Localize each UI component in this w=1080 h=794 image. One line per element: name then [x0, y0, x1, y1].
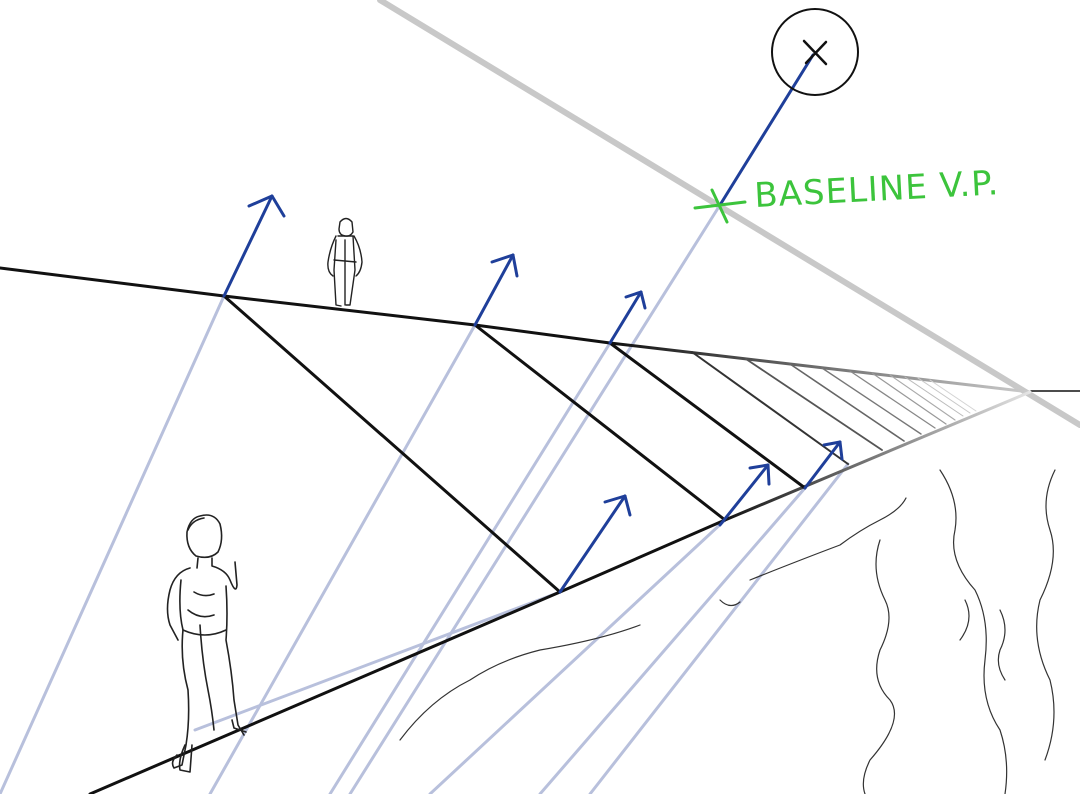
direction-arrows — [222, 53, 844, 594]
arrow-1 — [222, 194, 286, 298]
arrow-2 — [473, 253, 519, 327]
terrain-sketch — [399, 469, 1056, 794]
arrow-main-to-vp — [718, 53, 815, 207]
arrow-5 — [718, 463, 771, 527]
arrow-4 — [558, 494, 632, 594]
circled-x-icon — [771, 8, 859, 96]
arrow-6 — [803, 440, 844, 490]
green-cross-icon — [693, 188, 747, 224]
large-figure — [166, 514, 247, 773]
small-figure — [327, 217, 363, 307]
ground-plane — [0, 266, 1032, 794]
baseline-vp-label: BASELINE V.P. — [753, 163, 1000, 216]
guide-lines — [0, 203, 850, 794]
receding-lines — [691, 351, 977, 465]
arrow-3 — [608, 290, 647, 345]
horizon-line — [377, 0, 1080, 428]
